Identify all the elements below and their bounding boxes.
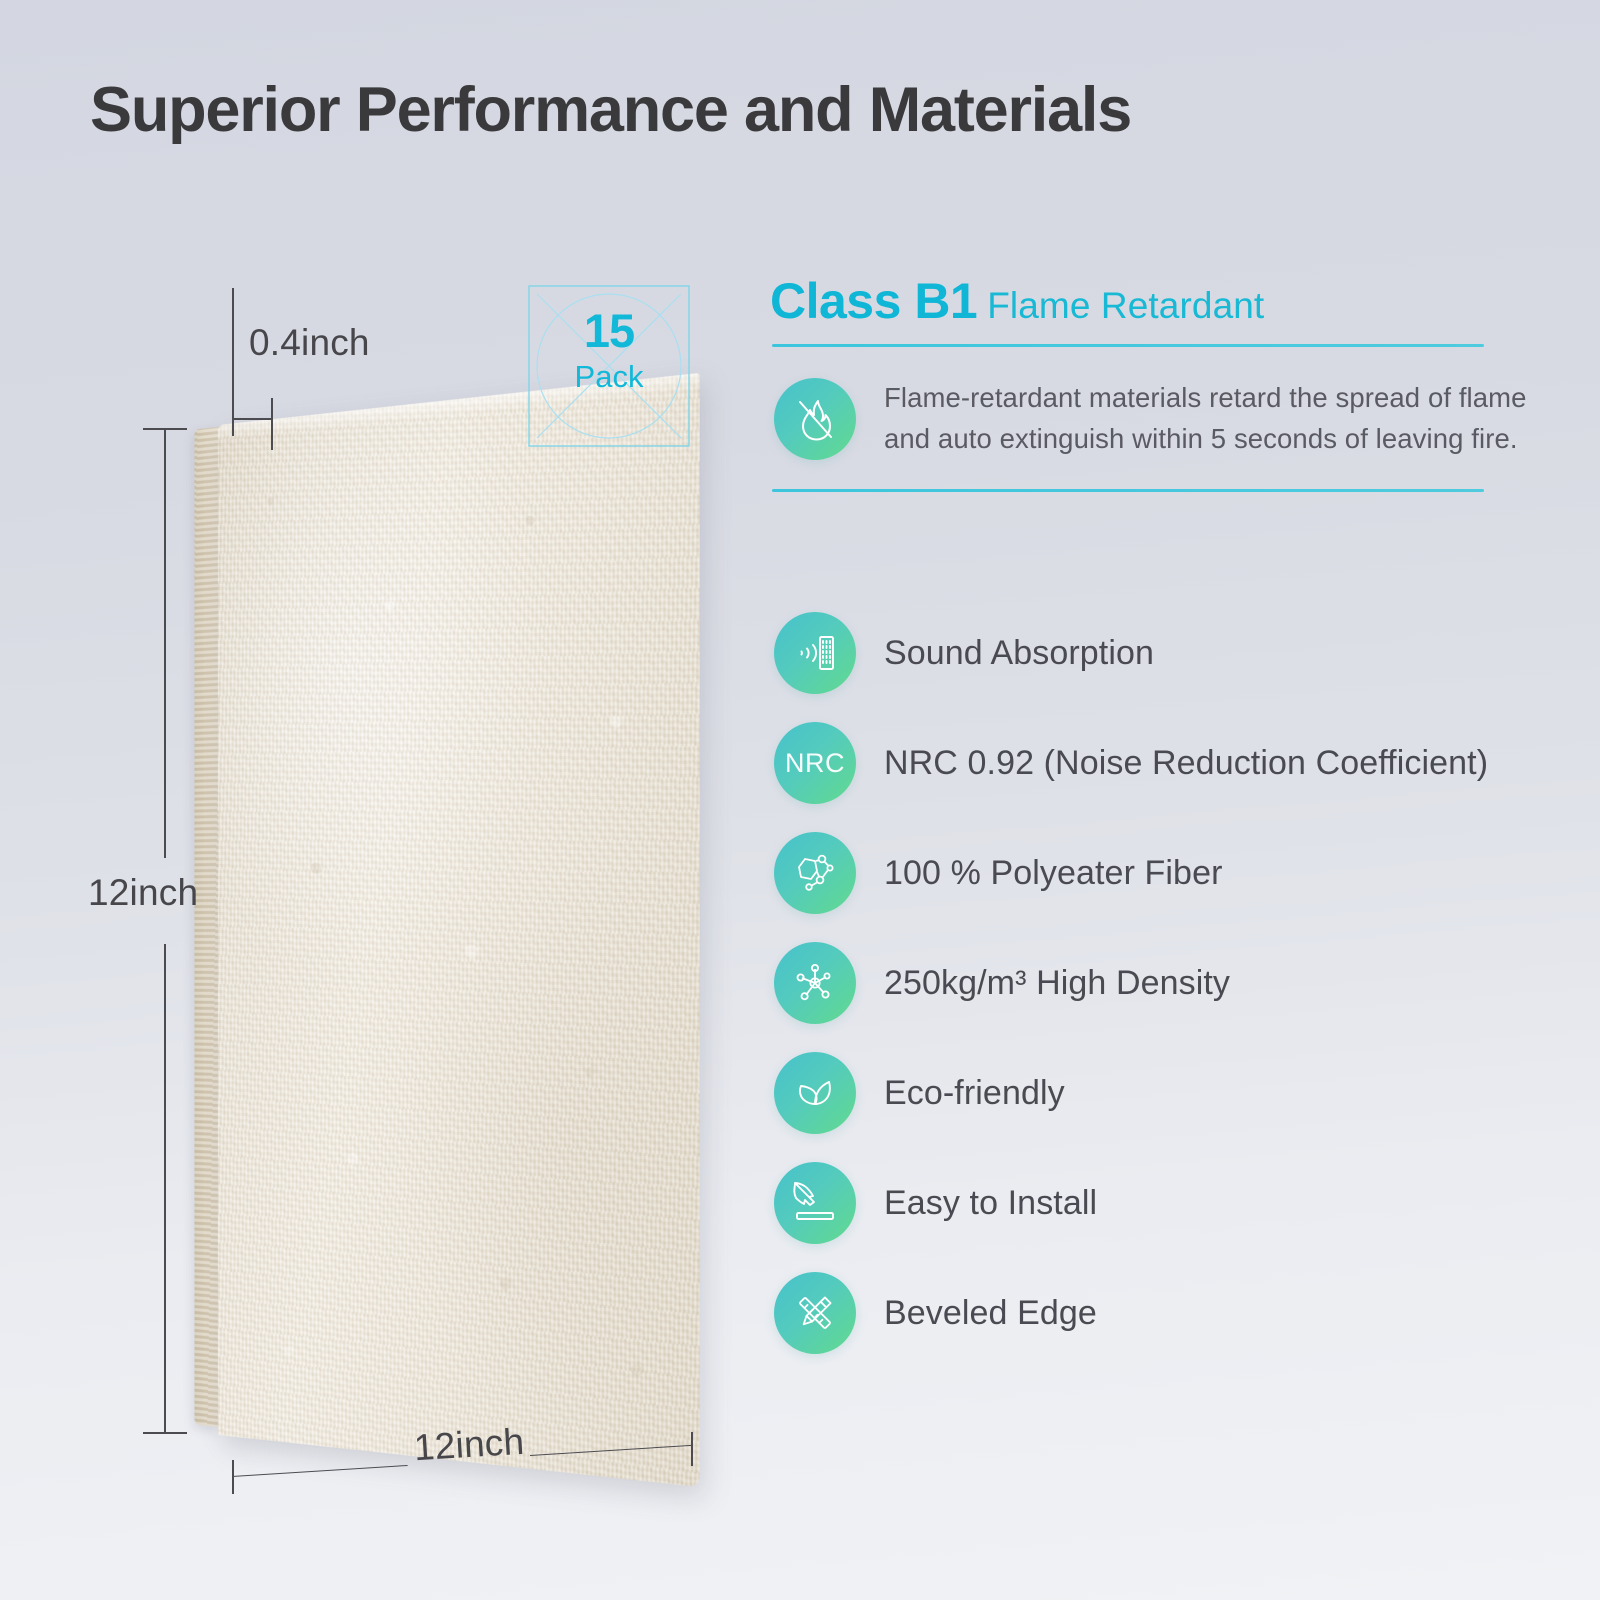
features-column: Class B1 Flame Retardant Flame-retardant … [770, 0, 1600, 1600]
divider-bottom [772, 489, 1484, 492]
height-dimension-line-upper [164, 428, 166, 858]
flame-retardant-row: Flame-retardant materials retard the spr… [774, 378, 1527, 460]
width-dimension-cap-right [691, 1432, 693, 1466]
molecule-hexagon-icon [774, 832, 856, 914]
feature-item-beveled-edge: Beveled Edge [774, 1258, 1488, 1368]
width-dimension-label: 12inch [412, 1420, 526, 1469]
thickness-dimension-arrow [232, 418, 273, 420]
feature-item-fiber: 100 % Polyeater Fiber [774, 818, 1488, 928]
flame-retardant-description: Flame-retardant materials retard the spr… [884, 378, 1527, 459]
feature-item-nrc: NRC NRC 0.92 (Noise Reduction Coefficien… [774, 708, 1488, 818]
width-dimension-group [231, 1430, 693, 1500]
pack-count: 15 [583, 304, 635, 357]
feature-label-eco: Eco-friendly [884, 1073, 1065, 1112]
feature-label-fiber: 100 % Polyeater Fiber [884, 853, 1223, 892]
no-flame-icon [774, 378, 856, 460]
pack-frame-icon [528, 285, 690, 447]
thickness-dimension-label: 0.4inch [249, 322, 370, 363]
product-illustration: 12inch 0.4inch 12inch 15 Pack [0, 0, 760, 1600]
leaf-icon [774, 1052, 856, 1134]
class-b1-subtitle: Flame Retardant [987, 285, 1265, 326]
hand-install-icon [774, 1162, 856, 1244]
nrc-icon-text: NRC [785, 747, 845, 778]
molecule-node-icon [774, 942, 856, 1024]
nrc-text-icon: NRC [774, 722, 856, 804]
flame-description-line-1: Flame-retardant materials retard the spr… [884, 382, 1527, 413]
height-dimension-line-lower [164, 944, 166, 1434]
pack-unit: Pack [574, 359, 644, 394]
pack-badge: 15 Pack [528, 285, 690, 447]
width-dimension-line-right [529, 1444, 692, 1457]
feature-item-eco: Eco-friendly [774, 1038, 1488, 1148]
feature-label-density: 250kg/m³ High Density [884, 963, 1231, 1002]
feature-label-sound-absorption: Sound Absorption [884, 633, 1155, 672]
feature-label-beveled-edge: Beveled Edge [884, 1293, 1097, 1332]
feature-label-install: Easy to Install [884, 1183, 1098, 1222]
width-dimension-line-left [231, 1464, 408, 1478]
feature-label-nrc: NRC 0.92 (Noise Reduction Coefficient) [884, 743, 1489, 782]
pencil-ruler-icon [774, 1272, 856, 1354]
sound-wave-panel-icon [774, 612, 856, 694]
feature-item-sound-absorption: Sound Absorption [774, 598, 1488, 708]
class-b1-heading: Class B1 Flame Retardant [770, 272, 1264, 330]
flame-description-line-2: and auto extinguish within 5 seconds of … [884, 422, 1518, 454]
feature-item-install: Easy to Install [774, 1148, 1488, 1258]
thickness-extension-left [232, 288, 234, 436]
panel-thickness-edge [194, 426, 220, 1428]
class-b1-title: Class B1 [770, 273, 978, 329]
thickness-extension-right [271, 398, 273, 450]
feature-list: Sound Absorption NRC NRC 0.92 (Noise Red… [774, 598, 1488, 1368]
panel-front-face [218, 372, 700, 1488]
feature-item-density: 250kg/m³ High Density [774, 928, 1488, 1038]
page-title: Superior Performance and Materials [90, 75, 1132, 145]
height-dimension-label: 12inch [88, 872, 199, 913]
divider-top [772, 344, 1484, 347]
acoustic-panel [194, 372, 700, 1488]
height-dimension-cap-bottom [143, 1432, 187, 1434]
